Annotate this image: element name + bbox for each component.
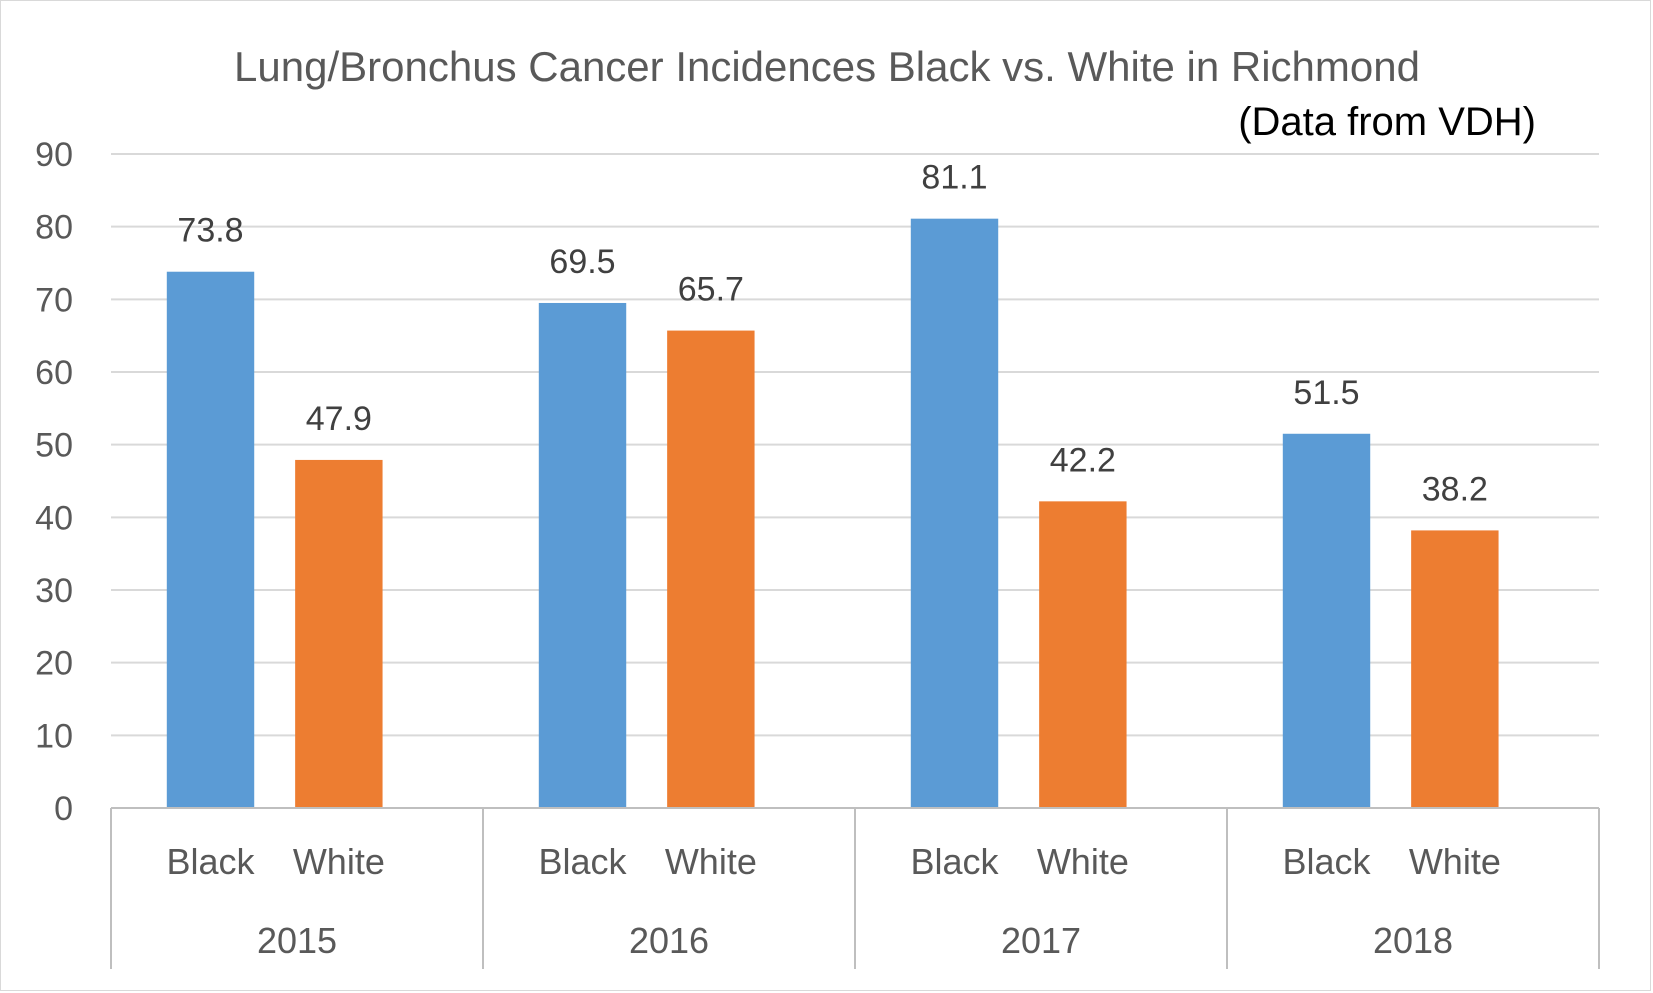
bar-white-2018 — [1411, 530, 1499, 808]
x-subcategory-label: Black — [538, 841, 627, 882]
bar-black-2016 — [538, 302, 627, 808]
bar-white-2015 — [295, 459, 383, 808]
x-group-label: 2018 — [1373, 920, 1453, 961]
y-tick-label: 60 — [35, 354, 73, 392]
bar-white-2017 — [1039, 501, 1127, 808]
data-labels: 73.8 69.5 81.1 51.5 47.9 65.7 42.2 38.2 — [177, 159, 1488, 509]
x-subcategory-label: White — [293, 841, 385, 882]
data-label: 47.9 — [306, 400, 372, 438]
y-tick-label: 70 — [35, 281, 73, 319]
y-tick-label: 50 — [35, 427, 73, 465]
y-tick-label: 80 — [35, 209, 73, 247]
data-label: 42.2 — [1050, 441, 1116, 479]
bar-white-2016 — [667, 330, 755, 808]
x-subcategory-label: Black — [1282, 841, 1371, 882]
x-subcategory-label: Black — [910, 841, 999, 882]
x-subcategory-label: White — [1409, 841, 1501, 882]
data-label: 73.8 — [177, 212, 243, 250]
x-subcategory-label: Black — [166, 841, 255, 882]
chart-subtitle: (Data from VDH) — [1238, 100, 1536, 144]
y-tick-label: 0 — [54, 790, 73, 828]
data-label: 69.5 — [549, 243, 615, 281]
y-tick-label: 40 — [35, 499, 73, 537]
x-group-label: 2016 — [629, 920, 709, 961]
x-group-label: 2017 — [1001, 920, 1081, 961]
y-tick-label: 90 — [35, 136, 73, 174]
data-label: 38.2 — [1422, 470, 1488, 508]
data-label: 65.7 — [678, 271, 744, 309]
bar-black-2017 — [910, 218, 999, 808]
y-tick-label: 20 — [35, 645, 73, 683]
x-group-label: 2015 — [257, 920, 337, 961]
data-label: 81.1 — [921, 159, 987, 197]
x-subcategory-label: White — [665, 841, 757, 882]
x-subcategory-label: White — [1037, 841, 1129, 882]
y-tick-label: 10 — [35, 717, 73, 755]
chart-title: Lung/Bronchus Cancer Incidences Black vs… — [234, 43, 1420, 90]
bar-black-2015 — [166, 271, 255, 809]
bars — [166, 218, 1499, 809]
data-label: 51.5 — [1293, 374, 1359, 412]
y-tick-label: 30 — [35, 572, 73, 610]
bar-black-2018 — [1282, 433, 1371, 808]
